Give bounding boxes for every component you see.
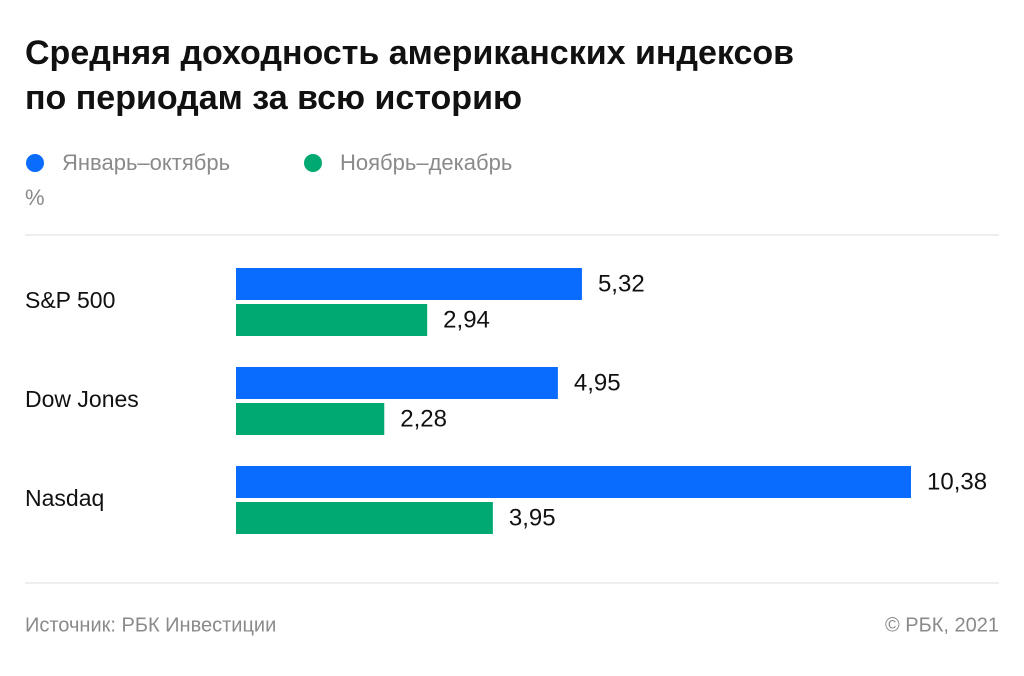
bar [236,403,385,435]
bar [236,304,428,336]
category-label: Dow Jones [25,386,139,412]
category-label: S&P 500 [25,287,115,313]
value-label: 4,95 [574,369,621,396]
bar [236,367,558,399]
bar [236,466,911,498]
copyright: © РБК, 2021 [885,614,999,636]
chart-title: по периодам за всю историю [25,79,522,117]
legend-label: Ноябрь–декабрь [340,150,512,175]
value-label: 3,95 [509,504,556,531]
bar [236,502,493,534]
bar [236,268,582,300]
value-label: 2,94 [443,306,490,333]
unit-label: % [25,185,45,210]
value-label: 2,28 [400,405,447,432]
legend-marker [26,154,44,172]
chart-title: Средняя доходность американских индексов [25,34,794,72]
legend-marker [304,154,322,172]
source: Источник: РБК Инвестиции [25,614,276,636]
category-label: Nasdaq [25,485,104,511]
legend-label: Январь–октябрь [62,150,230,175]
value-label: 5,32 [598,270,645,297]
value-label: 10,38 [927,468,987,495]
